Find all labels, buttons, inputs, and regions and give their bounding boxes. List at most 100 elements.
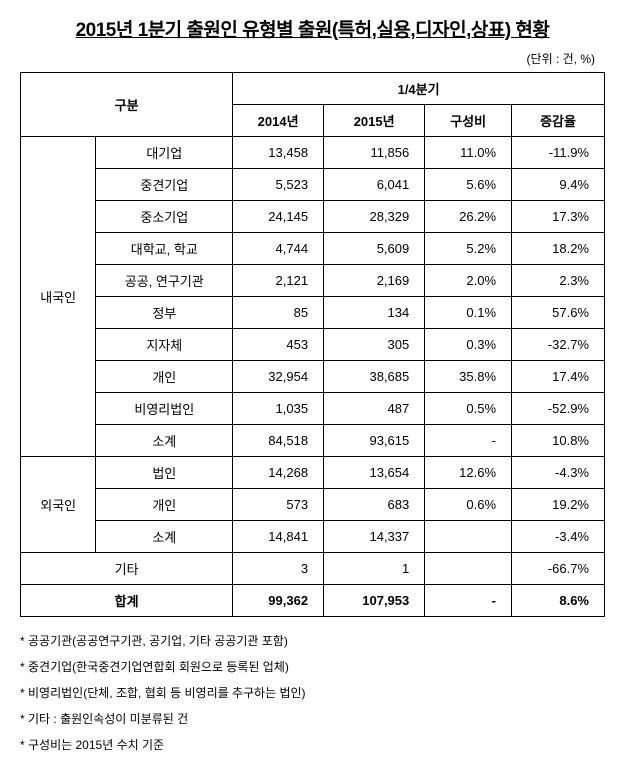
- header-2015: 2015년: [324, 105, 425, 137]
- cell-change: 18.2%: [512, 233, 605, 265]
- table-row: 중소기업24,14528,32926.2%17.3%: [21, 201, 605, 233]
- cell-y2014: 3: [233, 553, 324, 585]
- cell-y2015: 107,953: [324, 585, 425, 617]
- cell-change: -66.7%: [512, 553, 605, 585]
- cell-ratio: -: [425, 585, 512, 617]
- cell-y2015: 683: [324, 489, 425, 521]
- cell-y2014: 24,145: [233, 201, 324, 233]
- row-label: 정부: [96, 297, 233, 329]
- cell-y2015: 14,337: [324, 521, 425, 553]
- footnotes: * 공공기관(공공연구기관, 공기업, 기타 공공기관 포함)* 중견기업(한국…: [20, 629, 605, 757]
- header-category: 구분: [21, 73, 233, 137]
- header-quarter: 1/4분기: [233, 73, 605, 105]
- row-label: 대기업: [96, 137, 233, 169]
- header-change: 증감율: [512, 105, 605, 137]
- cell-change: -52.9%: [512, 393, 605, 425]
- header-row-1: 구분 1/4분기: [21, 73, 605, 105]
- cell-change: 9.4%: [512, 169, 605, 201]
- unit-label: (단위 : 건, %): [20, 50, 605, 67]
- cell-y2014: 84,518: [233, 425, 324, 457]
- row-label: 중소기업: [96, 201, 233, 233]
- cell-y2015: 134: [324, 297, 425, 329]
- cell-ratio: 12.6%: [425, 457, 512, 489]
- group-domestic: 내국인: [21, 137, 96, 457]
- row-label: 소계: [96, 425, 233, 457]
- cell-y2014: 573: [233, 489, 324, 521]
- cell-y2015: 38,685: [324, 361, 425, 393]
- table-row: 지자체4533050.3%-32.7%: [21, 329, 605, 361]
- page-title: 2015년 1분기 출원인 유형별 출원(특허,실용,디자인,상표) 현황: [20, 15, 605, 42]
- cell-y2014: 5,523: [233, 169, 324, 201]
- cell-ratio: [425, 521, 512, 553]
- cell-change: 17.4%: [512, 361, 605, 393]
- cell-ratio: 0.3%: [425, 329, 512, 361]
- footnote-line: * 중견기업(한국중견기업연합회 회원으로 등록된 업체): [20, 655, 605, 679]
- cell-ratio: 26.2%: [425, 201, 512, 233]
- cell-ratio: -: [425, 425, 512, 457]
- table-row: 개인5736830.6%19.2%: [21, 489, 605, 521]
- data-table: 구분 1/4분기 2014년 2015년 구성비 증감율 내국인대기업13,45…: [20, 72, 605, 617]
- cell-change: -4.3%: [512, 457, 605, 489]
- cell-change: 10.8%: [512, 425, 605, 457]
- header-2014: 2014년: [233, 105, 324, 137]
- cell-y2015: 93,615: [324, 425, 425, 457]
- table-row: 정부851340.1%57.6%: [21, 297, 605, 329]
- row-label: 대학교, 학교: [96, 233, 233, 265]
- table-row: 기타31 -66.7%: [21, 553, 605, 585]
- cell-y2015: 28,329: [324, 201, 425, 233]
- header-ratio: 구성비: [425, 105, 512, 137]
- cell-ratio: 35.8%: [425, 361, 512, 393]
- cell-y2015: 11,856: [324, 137, 425, 169]
- cell-y2014: 32,954: [233, 361, 324, 393]
- group-other: 기타: [21, 553, 233, 585]
- group-foreign: 외국인: [21, 457, 96, 553]
- cell-ratio: 2.0%: [425, 265, 512, 297]
- footnote-line: * 비영리법인(단체, 조합, 협회 등 비영리를 추구하는 법인): [20, 681, 605, 705]
- cell-ratio: 5.6%: [425, 169, 512, 201]
- cell-y2014: 1,035: [233, 393, 324, 425]
- cell-y2015: 5,609: [324, 233, 425, 265]
- cell-change: 2.3%: [512, 265, 605, 297]
- cell-change: -3.4%: [512, 521, 605, 553]
- cell-y2015: 1: [324, 553, 425, 585]
- cell-y2015: 6,041: [324, 169, 425, 201]
- group-total: 합계: [21, 585, 233, 617]
- cell-y2014: 99,362: [233, 585, 324, 617]
- table-row: 중견기업5,5236,0415.6%9.4%: [21, 169, 605, 201]
- cell-ratio: 5.2%: [425, 233, 512, 265]
- cell-y2015: 2,169: [324, 265, 425, 297]
- table-row: 외국인법인14,26813,65412.6%-4.3%: [21, 457, 605, 489]
- cell-y2014: 85: [233, 297, 324, 329]
- row-label: 법인: [96, 457, 233, 489]
- table-row: 대학교, 학교4,7445,6095.2%18.2%: [21, 233, 605, 265]
- cell-y2014: 4,744: [233, 233, 324, 265]
- row-label: 지자체: [96, 329, 233, 361]
- cell-ratio: 11.0%: [425, 137, 512, 169]
- table-row: 공공, 연구기관2,1212,1692.0%2.3%: [21, 265, 605, 297]
- cell-ratio: 0.1%: [425, 297, 512, 329]
- row-label: 소계: [96, 521, 233, 553]
- cell-ratio: 0.6%: [425, 489, 512, 521]
- cell-y2015: 305: [324, 329, 425, 361]
- cell-change: -11.9%: [512, 137, 605, 169]
- row-label: 공공, 연구기관: [96, 265, 233, 297]
- footnote-line: * 기타 : 출원인속성이 미분류된 건: [20, 707, 605, 731]
- table-row: 내국인대기업13,45811,85611.0%-11.9%: [21, 137, 605, 169]
- cell-y2014: 14,268: [233, 457, 324, 489]
- row-label: 개인: [96, 361, 233, 393]
- table-row: 비영리법인1,0354870.5%-52.9%: [21, 393, 605, 425]
- row-label: 개인: [96, 489, 233, 521]
- cell-ratio: [425, 553, 512, 585]
- cell-y2014: 453: [233, 329, 324, 361]
- cell-change: 8.6%: [512, 585, 605, 617]
- cell-ratio: 0.5%: [425, 393, 512, 425]
- cell-change: -32.7%: [512, 329, 605, 361]
- cell-change: 17.3%: [512, 201, 605, 233]
- cell-y2015: 13,654: [324, 457, 425, 489]
- cell-y2014: 13,458: [233, 137, 324, 169]
- row-label: 비영리법인: [96, 393, 233, 425]
- cell-change: 57.6%: [512, 297, 605, 329]
- table-row: 소계14,84114,337-3.4%: [21, 521, 605, 553]
- total-row: 합계99,362107,953-8.6%: [21, 585, 605, 617]
- table-row: 소계84,51893,615-10.8%: [21, 425, 605, 457]
